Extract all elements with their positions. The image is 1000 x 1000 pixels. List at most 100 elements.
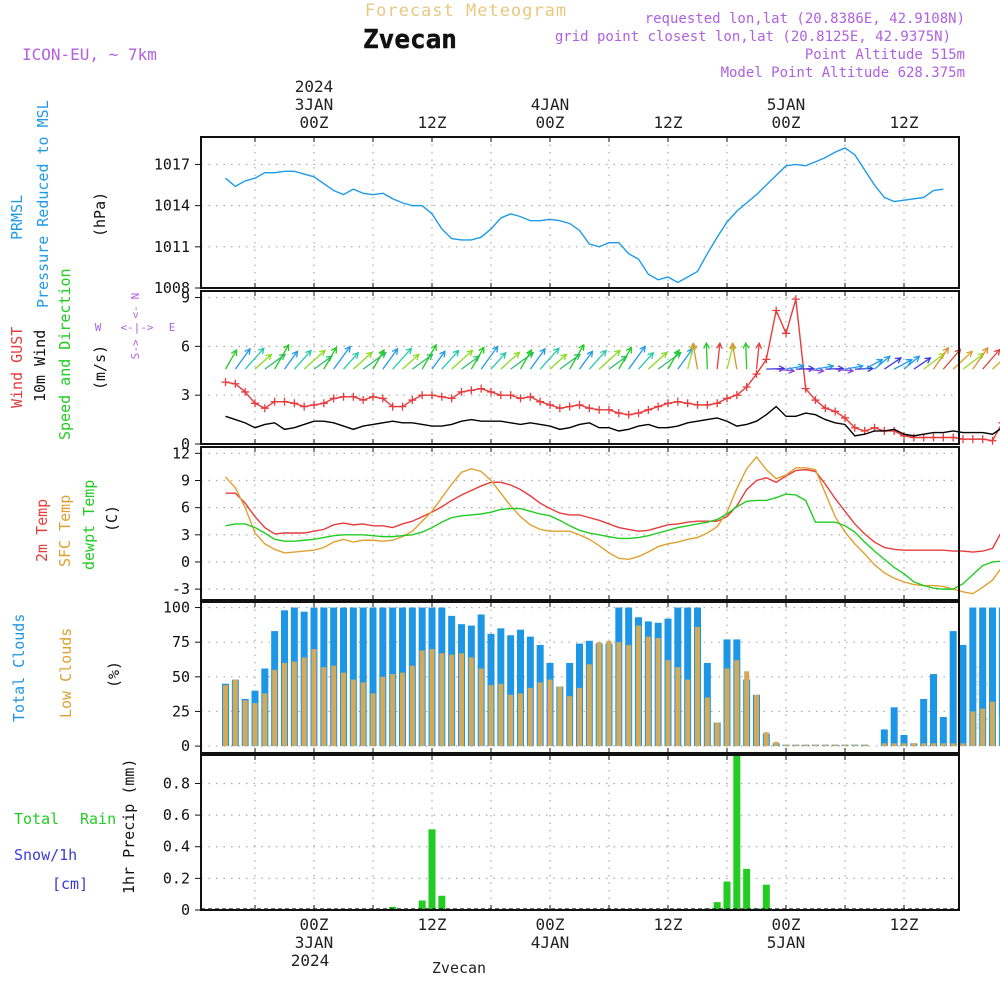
low-cloud-bar: [862, 744, 868, 747]
wind-arrow: [578, 350, 593, 370]
wind-arrow: [441, 350, 460, 370]
y-tick-label: 0.6: [163, 806, 190, 824]
total-cloud-bar: [684, 607, 692, 747]
total-cloud-bar: [969, 607, 977, 747]
gust-marker: [850, 423, 859, 432]
wind-arrow: [766, 367, 785, 370]
low-cloud-bar: [901, 743, 907, 747]
y-tick-label: 50: [172, 668, 190, 686]
panel-temperature: -3 0 3 6 9 12: [172, 444, 1000, 601]
wind-arrow: [805, 368, 824, 372]
wind-arrowhead: [412, 353, 420, 361]
wind-arrow: [510, 352, 534, 370]
panel-clouds: 0 25 50 75 100: [163, 599, 1000, 755]
precip-cm-label: [cm]: [52, 875, 88, 893]
wind-arrow: [692, 343, 699, 370]
series-line-sfc-temp: [224, 455, 1000, 595]
low-cloud-bar: [931, 743, 936, 747]
wind-arrow: [716, 343, 721, 370]
top-time-label: 00Z: [772, 113, 801, 132]
point-altitude: Point Altitude 515m: [805, 47, 965, 63]
wind-arrow: [992, 361, 1000, 370]
wind-arrowhead: [430, 343, 437, 351]
sfc-temp-label: SFC Temp: [56, 495, 74, 567]
low-cloud-bar: [960, 743, 966, 747]
low-cloud-bar: [301, 657, 307, 747]
gust-marker: [378, 394, 387, 403]
low-cloud-bar: [586, 664, 592, 747]
wind-arrow: [913, 357, 931, 370]
wind-arrowhead: [283, 343, 290, 351]
low-cloud-bar: [429, 649, 435, 747]
wind-arrowhead: [894, 357, 903, 364]
temp-unit: (C): [103, 505, 121, 532]
wind-arrow: [785, 365, 804, 370]
gust-marker: [536, 397, 545, 406]
total-cloud-bar: [998, 607, 1000, 747]
precip-rain-label: Rain: [80, 810, 116, 828]
wind-arrowhead: [913, 355, 921, 363]
rain-bar: [762, 884, 770, 910]
rain-bar: [743, 868, 751, 910]
prmsl-label: PRMSL: [8, 195, 26, 240]
top-time-label: 12Z: [890, 113, 919, 132]
top-date-5jan: 5JAN: [767, 95, 806, 114]
wind-arrowhead: [553, 347, 560, 355]
low-cloud-bar: [311, 649, 317, 747]
low-cloud-bar: [272, 669, 278, 747]
series-line-2m-temp: [225, 468, 1000, 553]
wind-arrowhead: [560, 353, 568, 361]
low-cloud-bar: [822, 744, 828, 747]
precip-snow-label: Snow/1h: [14, 846, 77, 864]
gust-marker: [752, 370, 761, 379]
compass-rose: N <- W <-|-> E -> S: [95, 293, 176, 360]
total-cloud-bar: [959, 644, 967, 747]
low-cloud-bar: [321, 667, 327, 747]
gust-marker: [939, 433, 948, 442]
wind-arrowhead: [391, 347, 399, 355]
y-tick-label: 0.8: [163, 774, 190, 792]
wind-arrow: [254, 353, 272, 370]
wind-arrow: [942, 349, 961, 370]
wind-arrowhead: [883, 355, 891, 363]
wind-arrowhead: [539, 347, 546, 355]
y-tick-label: 6: [181, 337, 190, 355]
wind-10m-label: 10m Wind: [31, 330, 49, 402]
y-tick-label: 1014: [154, 197, 190, 215]
gust-marker: [723, 394, 731, 403]
rain-bar: [723, 881, 731, 910]
panel-precip: 0 0.2 0.4 0.6 0.8: [163, 754, 960, 919]
series-line-dewpt-temp: [225, 493, 1000, 590]
clouds-panel-labels: Total Clouds Low Clouds (%): [10, 614, 123, 722]
wind-arrow: [283, 350, 298, 370]
gust-marker: [949, 433, 958, 442]
gust-marker: [791, 295, 800, 304]
low-cloud-bar: [223, 685, 228, 747]
y-tick-label: 3: [181, 386, 190, 404]
panel-wind: 0 3 6 9: [181, 289, 1000, 453]
gust-marker: [251, 399, 259, 408]
wind-arrowhead: [778, 365, 786, 373]
low-cloud-bar: [616, 642, 622, 747]
gust-marker: [772, 306, 781, 315]
low-cloud-bar: [832, 744, 838, 747]
y-tick-label: 6: [181, 499, 190, 517]
wind-arrow: [745, 343, 748, 370]
bottom-year-label: 2024: [291, 951, 330, 970]
wind-arrowhead: [330, 346, 338, 354]
wind-arrow: [628, 346, 646, 370]
total-cloud-bar: [880, 729, 888, 747]
wind-arrow: [569, 344, 585, 370]
total-cloud-bar: [930, 674, 937, 747]
low-cloud-bar: [567, 696, 573, 747]
y-tick-label: 0: [181, 737, 190, 755]
wind-arrow: [618, 347, 632, 370]
wind-arrow: [402, 353, 420, 370]
wind-arrowhead: [365, 351, 373, 359]
panel-frame: [200, 446, 960, 601]
wind-arrowhead: [639, 345, 646, 353]
gust-marker: [605, 405, 613, 414]
low-cloud-bar: [734, 660, 740, 747]
wind-arrowhead: [755, 341, 763, 350]
